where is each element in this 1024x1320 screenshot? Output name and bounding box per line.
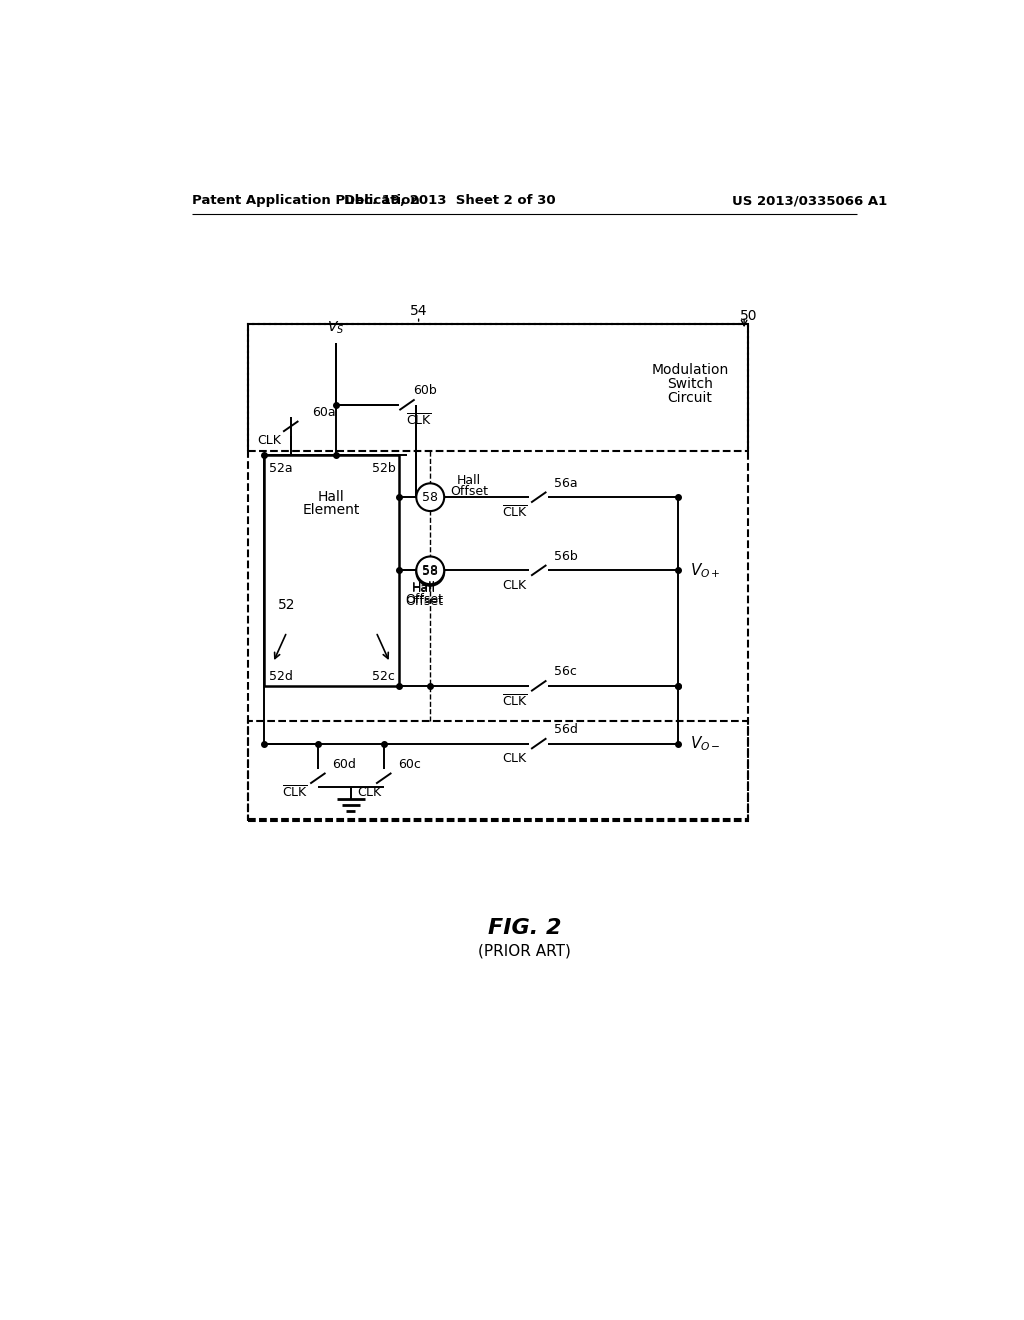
Text: Hall: Hall	[412, 581, 436, 594]
Text: 50: 50	[740, 309, 758, 323]
Text: Offset: Offset	[406, 593, 443, 606]
Text: Element: Element	[302, 503, 359, 517]
Bar	[248, 323, 748, 821]
Text: Hall: Hall	[412, 582, 436, 595]
Bar	[248, 323, 748, 451]
Text: (PRIOR ART): (PRIOR ART)	[478, 944, 571, 960]
Text: Modulation: Modulation	[651, 363, 728, 378]
Text: 54: 54	[410, 304, 427, 318]
Bar	[263, 455, 399, 686]
Text: 60b: 60b	[414, 384, 437, 397]
Text: $\overline{\mathrm{CLK}}$: $\overline{\mathrm{CLK}}$	[282, 784, 307, 800]
Text: Patent Application Publication: Patent Application Publication	[193, 194, 420, 207]
Bar	[248, 721, 748, 818]
Text: FIG. 2: FIG. 2	[488, 919, 561, 939]
Text: $\overline{\mathrm{CLK}}$: $\overline{\mathrm{CLK}}$	[503, 504, 528, 520]
Text: $V_{O-}$: $V_{O-}$	[690, 734, 721, 752]
Text: Offset: Offset	[450, 486, 488, 499]
Text: $V_{O+}$: $V_{O+}$	[690, 561, 721, 579]
Text: $\mathit{V}_S$: $\mathit{V}_S$	[327, 319, 344, 335]
Circle shape	[417, 483, 444, 511]
Text: 58: 58	[422, 565, 438, 578]
Text: $\overline{\mathrm{CLK}}$: $\overline{\mathrm{CLK}}$	[406, 412, 432, 428]
Text: Offset: Offset	[406, 594, 443, 607]
Text: 56a: 56a	[554, 477, 578, 490]
Text: 56b: 56b	[554, 550, 578, 564]
Text: 56d: 56d	[554, 723, 579, 737]
Text: $\mathrm{CLK}$: $\mathrm{CLK}$	[356, 785, 383, 799]
Text: $\mathrm{CLK}$: $\mathrm{CLK}$	[503, 752, 528, 766]
Text: Hall: Hall	[317, 490, 344, 504]
Text: 52c: 52c	[373, 671, 395, 684]
Text: Switch: Switch	[667, 378, 713, 391]
Text: CLK: CLK	[257, 434, 281, 446]
Circle shape	[417, 557, 444, 585]
Text: Dec. 19, 2013  Sheet 2 of 30: Dec. 19, 2013 Sheet 2 of 30	[344, 194, 555, 207]
Text: 60a: 60a	[312, 407, 336, 418]
Circle shape	[417, 558, 444, 586]
Text: 58: 58	[422, 491, 438, 504]
Text: 52a: 52a	[269, 462, 293, 475]
Text: Hall: Hall	[457, 474, 481, 487]
Text: 60d: 60d	[332, 758, 355, 771]
Text: Circuit: Circuit	[668, 391, 713, 405]
Text: 52b: 52b	[372, 462, 395, 475]
Text: US 2013/0335066 A1: US 2013/0335066 A1	[732, 194, 888, 207]
Text: 60c: 60c	[397, 758, 421, 771]
Text: $\overline{\mathrm{CLK}}$: $\overline{\mathrm{CLK}}$	[503, 693, 528, 709]
Text: $\mathrm{CLK}$: $\mathrm{CLK}$	[503, 579, 528, 593]
Text: 56c: 56c	[554, 665, 578, 678]
Text: 58: 58	[422, 564, 438, 577]
Text: 52: 52	[279, 598, 296, 612]
Text: 52d: 52d	[268, 671, 293, 684]
